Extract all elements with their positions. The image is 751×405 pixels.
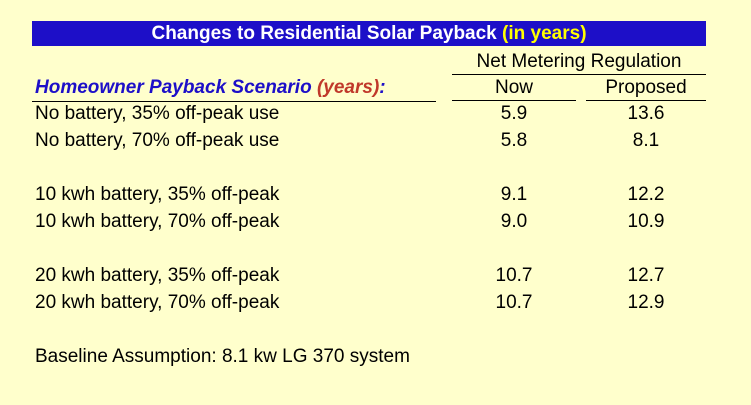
table-row: 10 kwh battery, 35% off-peak 9.1 12.2 xyxy=(0,183,751,207)
table-row: No battery, 70% off-peak use 5.8 8.1 xyxy=(0,129,751,153)
header-divider xyxy=(32,101,436,102)
table-row: No battery, 35% off-peak use 5.9 13.6 xyxy=(0,102,751,126)
cell-proposed: 12.7 xyxy=(627,265,665,286)
table-title-units: (in years) xyxy=(502,23,587,44)
row-header-units: (years) xyxy=(316,77,380,98)
row-label: 10 kwh battery, 70% off-peak xyxy=(35,211,280,232)
column-header-proposed: Proposed xyxy=(586,76,706,101)
footnote: Baseline Assumption: 8.1 kw LG 370 syste… xyxy=(35,346,410,367)
table-title: Changes to Residential Solar Payback (in… xyxy=(32,21,706,46)
row-label: 10 kwh battery, 35% off-peak xyxy=(35,184,280,205)
cell-now: 5.9 xyxy=(500,103,528,124)
column-header-now: Now xyxy=(452,76,576,101)
table-title-text: Changes to Residential Solar Payback xyxy=(151,23,497,44)
table-row: 10 kwh battery, 70% off-peak 9.0 10.9 xyxy=(0,210,751,234)
row-label: No battery, 35% off-peak use xyxy=(35,103,280,124)
cell-now: 10.7 xyxy=(495,292,533,313)
row-label: 20 kwh battery, 35% off-peak xyxy=(35,265,280,286)
cell-proposed: 10.9 xyxy=(627,211,665,232)
row-label: No battery, 70% off-peak use xyxy=(35,130,280,151)
row-header: Homeowner Payback Scenario (years): xyxy=(35,76,386,100)
row-header-colon: : xyxy=(379,77,386,98)
row-label: 20 kwh battery, 70% off-peak xyxy=(35,292,280,313)
cell-proposed: 12.2 xyxy=(627,184,665,205)
cell-now: 9.1 xyxy=(500,184,528,205)
cell-proposed: 12.9 xyxy=(627,292,665,313)
cell-now: 5.8 xyxy=(500,130,528,151)
table-row: 20 kwh battery, 70% off-peak 10.7 12.9 xyxy=(0,291,751,315)
cell-now: 10.7 xyxy=(495,265,533,286)
cell-now: 9.0 xyxy=(500,211,528,232)
row-header-text: Homeowner Payback Scenario xyxy=(35,77,312,98)
cell-proposed: 8.1 xyxy=(632,130,660,151)
group-header: Net Metering Regulation xyxy=(452,50,706,75)
cell-proposed: 13.6 xyxy=(627,103,665,124)
table-row: 20 kwh battery, 35% off-peak 10.7 12.7 xyxy=(0,264,751,288)
